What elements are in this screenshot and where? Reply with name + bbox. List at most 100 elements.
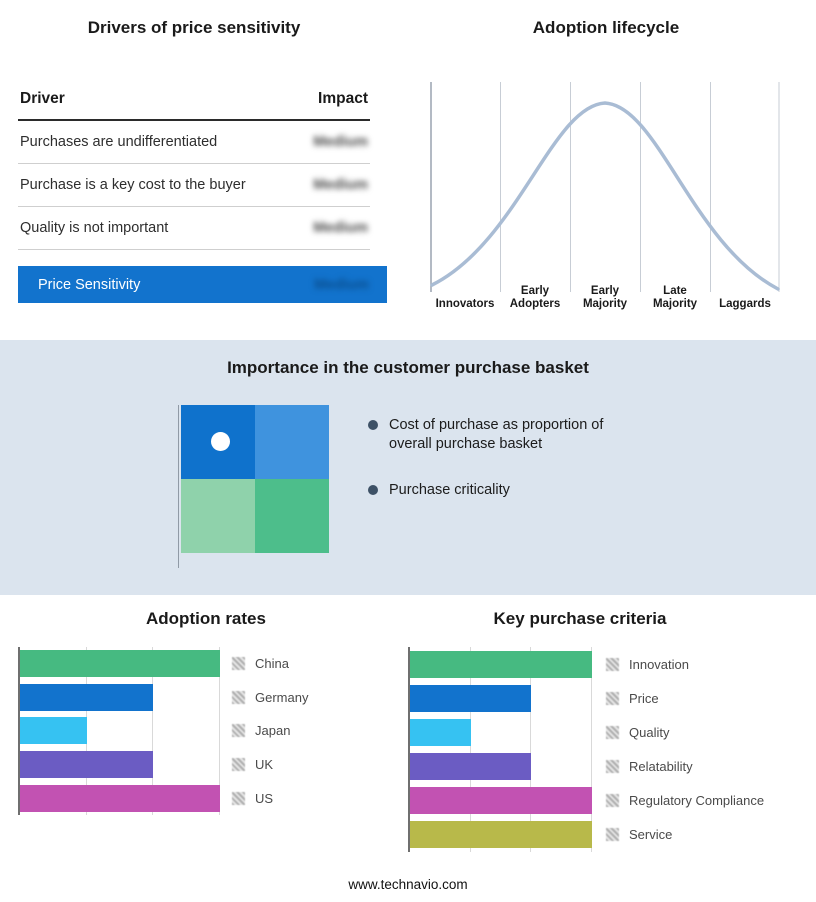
position-marker-dot	[211, 432, 230, 451]
bullet-dot-icon	[368, 420, 378, 430]
bullet-item: Purchase criticality	[368, 481, 648, 500]
legend-swatch-icon	[232, 690, 245, 704]
bar-china	[20, 650, 220, 678]
key-purchase-criteria-chart	[408, 647, 592, 852]
impact-value-redacted: Medium	[313, 134, 368, 150]
stage-label: Laggards	[719, 298, 771, 311]
bar-quality	[410, 718, 471, 746]
bar-row-regulatory-compliance	[410, 784, 592, 818]
bar-germany	[20, 683, 154, 711]
purchase-basket-title: Importance in the customer purchase bask…	[227, 358, 589, 377]
legend-item-innovation: Innovation	[606, 647, 764, 681]
plot-gridline	[219, 647, 220, 815]
bar-row-china	[20, 647, 220, 681]
legend-swatch-icon	[606, 794, 619, 808]
quadrant-top-left	[181, 405, 255, 479]
top-section: Drivers of price sensitivity Driver Impa…	[0, 0, 816, 340]
legend-swatch-icon	[606, 725, 619, 739]
legend-item-china: China	[232, 647, 308, 681]
legend-swatch-icon	[606, 760, 619, 774]
legend-label: US	[255, 790, 274, 806]
bar-us	[20, 784, 220, 812]
legend-label: Japan	[255, 723, 291, 739]
bar-row-germany	[20, 681, 220, 715]
legend-label: Regulatory Compliance	[629, 793, 765, 809]
impact-value-redacted: Medium	[313, 177, 368, 193]
bar-japan	[20, 717, 87, 745]
bar-row-uk	[20, 748, 220, 782]
legend-label: Germany	[255, 689, 309, 705]
lifecycle-title: Adoption lifecycle	[532, 18, 680, 37]
adoption-rates-chart	[18, 647, 220, 815]
bar-row-innovation	[410, 647, 592, 681]
bar-innovation	[410, 650, 592, 678]
driver-label: Purchases are undifferentiated	[20, 134, 218, 150]
legend-label: Quality	[629, 724, 670, 740]
table-row: Quality is not important Medium	[18, 207, 370, 250]
legend-item-japan: Japan	[232, 714, 308, 748]
legend-item-relatability: Relatability	[606, 749, 764, 783]
legend-item-regulatory-compliance: Regulatory Compliance	[606, 784, 764, 818]
bar-row-quality	[410, 715, 592, 749]
legend-label: Price	[629, 690, 659, 706]
drivers-table-header: Driver Impact	[18, 90, 370, 121]
bar-row-relatability	[410, 749, 592, 783]
legend-label: Service	[629, 827, 673, 843]
price-sensitivity-row: Price Sensitivity Medium	[18, 266, 387, 303]
quadrant-bottom-right	[255, 479, 329, 553]
plot-gridline	[591, 647, 592, 852]
adoption-rates-legend: China Germany Japan UK US	[232, 647, 308, 815]
adoption-curve-chart	[430, 82, 780, 292]
bar-row-us	[20, 781, 220, 815]
stage-label: Late Majority	[652, 284, 698, 311]
bar-row-price	[410, 681, 592, 715]
legend-swatch-icon	[232, 724, 245, 738]
key-purchase-criteria-legend: Innovation Price Quality Relatability Regula…	[606, 647, 764, 852]
bullet-dot-icon	[368, 485, 378, 496]
legend-swatch-icon	[606, 828, 619, 842]
stage-label: Early Adopters	[509, 284, 561, 311]
bullet-text: Cost of purchase as proportion of overal…	[389, 417, 604, 453]
quadrant-top-right	[255, 405, 329, 479]
stage-label: Innovators	[435, 298, 495, 311]
legend-swatch-icon	[606, 657, 619, 671]
legend-item-quality: Quality	[606, 715, 764, 749]
quadrant-chart	[181, 405, 329, 553]
adoption-rates-title: Adoption rates	[146, 609, 266, 628]
impact-value-redacted: Medium	[313, 220, 368, 236]
lifecycle-stage-labels: Innovators Early Adopters Early Majority…	[430, 284, 780, 312]
driver-label: Quality is not important	[20, 220, 169, 236]
bullet-item: Cost of purchase as proportion of overal…	[368, 416, 648, 454]
bar-uk	[20, 751, 154, 779]
driver-label: Purchase is a key cost to the buyer	[20, 177, 246, 193]
legend-item-price: Price	[606, 681, 764, 715]
quadrant-axis-line	[178, 405, 179, 568]
charts-section: Adoption rates China Germany Japan UK US Key…	[0, 595, 816, 902]
footer-url: www.technavio.com	[348, 877, 468, 892]
bar-service	[410, 821, 592, 849]
legend-label: UK	[255, 757, 274, 773]
legend-label: Relatability	[629, 759, 693, 775]
basket-bullet-list: Cost of purchase as proportion of overal…	[368, 416, 648, 527]
legend-swatch-icon	[232, 791, 245, 805]
legend-label: China	[255, 656, 289, 672]
impact-value-redacted: Medium	[314, 276, 369, 293]
col-header-driver: Driver	[20, 90, 65, 107]
legend-swatch-icon	[232, 758, 245, 772]
bar-price	[410, 684, 532, 712]
legend-item-germany: Germany	[232, 681, 308, 715]
bullet-text: Purchase criticality	[389, 482, 510, 499]
purchase-basket-section: Importance in the customer purchase bask…	[0, 340, 816, 595]
col-header-impact: Impact	[318, 90, 368, 107]
key-purchase-criteria-title: Key purchase criteria	[493, 609, 667, 628]
legend-label: Innovation	[629, 656, 689, 672]
drivers-section: Drivers of price sensitivity Driver Impa…	[18, 0, 387, 340]
bar-row-service	[410, 818, 592, 852]
bar-regulatory-compliance	[410, 787, 592, 815]
legend-swatch-icon	[606, 691, 619, 705]
plot-gridline	[469, 647, 471, 852]
price-sensitivity-label: Price Sensitivity	[38, 276, 141, 293]
table-row: Purchases are undifferentiated Medium	[18, 121, 370, 164]
stage-label: Early Majority	[582, 284, 628, 311]
